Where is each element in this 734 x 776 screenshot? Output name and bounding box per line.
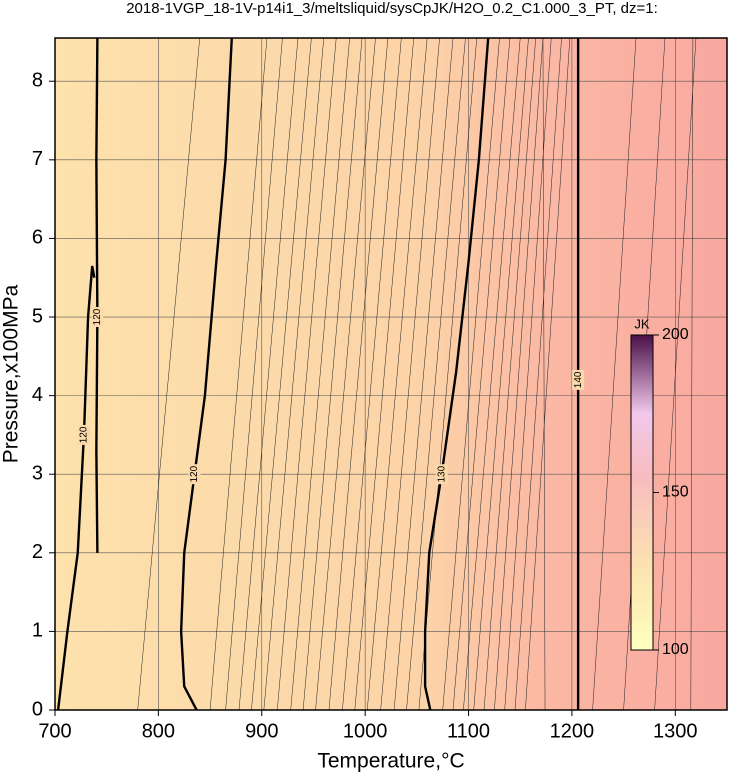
thin-contour [380,38,440,710]
thin-contour [251,38,312,710]
contour-label-bg [77,424,90,445]
contour-label: 120 [189,465,200,482]
thin-contour [263,38,325,710]
thin-contour [525,38,571,710]
x-axis-label: Temperature,°C [317,750,464,773]
thin-contour [225,38,283,710]
thin-contour [342,38,402,710]
contour-label: 120 [79,426,90,443]
colorbar-label: JK [634,316,650,331]
colorbar-tick-label: 100 [662,641,689,658]
y-tick-label: 5 [32,305,43,327]
thin-contour [302,38,363,710]
thin-contour [463,38,521,710]
contour-label-group: 120 [188,464,201,485]
thin-contour [442,38,500,710]
thin-contour [315,38,376,710]
thin-contour [238,38,299,710]
thin-contour [354,38,414,710]
y-tick-label: 8 [32,70,43,92]
thin-contour [328,38,389,710]
contour-label-group: 140 [572,369,585,390]
contour-label-bg [572,369,585,390]
x-tick-label: 1100 [447,720,490,742]
y-tick-label: 2 [32,541,43,563]
contour-label-group: 120 [77,424,90,445]
thin-contour [654,38,697,710]
thin-contour [473,38,529,710]
thin-contour [542,38,546,710]
plot-background [55,38,727,710]
y-tick-label: 3 [32,462,43,484]
x-tick-label: 1200 [550,720,595,742]
contour-label-group: 120 [91,307,104,328]
y-tick-label: 0 [32,698,43,720]
thin-contour [494,38,544,710]
colorbar-tick-label: 150 [662,484,689,501]
thin-contour [514,38,562,710]
contour-label-bg [91,307,104,328]
x-tick-label: 900 [245,720,278,742]
thin-contour [483,38,536,710]
contour-label-bg [435,464,448,485]
contour-label: 130 [436,465,447,482]
colorbar-tick-label: 200 [662,326,689,343]
chart-title: 2018-1VGP_18-1V-p14i1_3/meltsliquid/sysC… [126,0,658,17]
colorbar [630,334,654,651]
thin-contour [690,38,694,710]
thin-contour [418,38,478,710]
contour-line [95,38,99,553]
x-tick-label: 800 [142,720,175,742]
thin-contour [209,38,268,710]
contour-label: 140 [573,371,584,388]
x-tick-label: 700 [38,720,71,742]
y-axis-label: Pressure,x100MPa [0,284,23,463]
thin-contour [452,38,511,710]
plot-area: 120 120 120 130 140 [55,38,727,710]
thin-contour [366,38,428,710]
thin-contour [406,38,466,710]
x-tick-label: 1000 [343,720,388,742]
thin-contour [393,38,454,710]
y-tick-label: 4 [32,384,43,406]
thin-contour [137,38,200,710]
x-tick-label: 1300 [653,720,698,742]
thin-contour [592,38,637,710]
y-tick-label: 7 [32,148,43,170]
contour-label-group: 130 [435,464,448,485]
thin-contour [290,38,350,710]
y-tick-label: 1 [32,620,43,642]
contour-label: 120 [92,308,103,325]
thin-contour [277,38,337,710]
contour-label-bg [188,464,201,485]
y-tick-label: 6 [32,227,43,249]
plot-frame [54,37,728,711]
